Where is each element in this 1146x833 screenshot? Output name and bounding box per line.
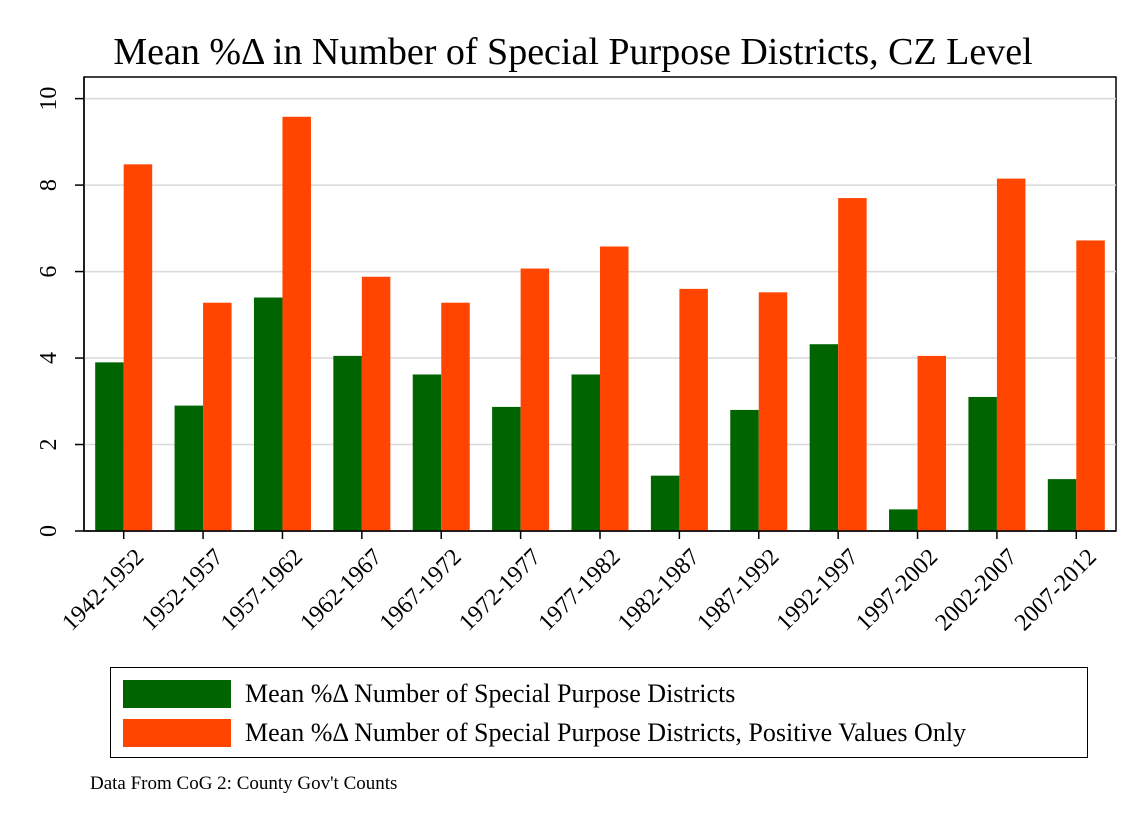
legend-item-series-1: Mean %Δ Number of Special Purpose Distri… bbox=[123, 679, 735, 709]
bar-series-2 bbox=[996, 178, 1026, 531]
legend-label-series-1: Mean %Δ Number of Special Purpose Distri… bbox=[245, 679, 736, 708]
bar-series-2 bbox=[520, 268, 550, 531]
bar-series-1 bbox=[333, 355, 362, 531]
bar-series-2 bbox=[1076, 240, 1105, 531]
bar-series-1 bbox=[809, 344, 839, 531]
y-tick-label: 10 bbox=[36, 87, 62, 111]
bar-series-1 bbox=[253, 297, 283, 531]
bar-series-1 bbox=[95, 362, 124, 531]
legend-swatch-series-2 bbox=[123, 719, 231, 747]
x-tick-label: 1942-1952 bbox=[57, 544, 149, 636]
legend-item-series-2: Mean %Δ Number of Special Purpose Distri… bbox=[123, 718, 966, 748]
bar-series-1 bbox=[968, 396, 997, 531]
y-tick-label: 6 bbox=[36, 266, 62, 278]
y-tick-label: 0 bbox=[36, 525, 62, 537]
bar-series-2 bbox=[441, 302, 470, 531]
bar-series-1 bbox=[412, 374, 442, 531]
x-tick-label: 1977-1982 bbox=[534, 544, 626, 636]
bar-series-2 bbox=[600, 246, 629, 531]
bar-series-1 bbox=[889, 509, 918, 531]
bar-series-2 bbox=[679, 288, 708, 531]
bar-series-2 bbox=[203, 302, 232, 531]
x-tick-label: 1972-1977 bbox=[454, 544, 546, 636]
bar-series-1 bbox=[1047, 479, 1077, 531]
bar-series-2 bbox=[917, 355, 947, 531]
source-note: Data From CoG 2: County Gov't Counts bbox=[90, 773, 398, 794]
x-tick-label: 1997-2002 bbox=[851, 544, 943, 636]
bar-series-1 bbox=[571, 374, 600, 531]
x-tick-label: 2007-2012 bbox=[1010, 544, 1102, 636]
x-tick-label: 1952-1957 bbox=[137, 544, 229, 636]
bar-series-1 bbox=[730, 409, 759, 531]
chart-title: Mean %Δ in Number of Special Purpose Dis… bbox=[113, 31, 1033, 73]
y-tick-label: 8 bbox=[36, 179, 62, 191]
legend: Mean %Δ Number of Special Purpose Distri… bbox=[110, 667, 1088, 758]
bar-series-2 bbox=[758, 292, 788, 531]
legend-label-series-2: Mean %Δ Number of Special Purpose Distri… bbox=[245, 718, 967, 747]
bar-series-1 bbox=[174, 405, 204, 531]
x-tick-label: 1987-1992 bbox=[692, 544, 784, 636]
y-tick-label: 2 bbox=[36, 439, 62, 451]
y-tick-label: 4 bbox=[36, 352, 62, 364]
bar-series-1 bbox=[492, 406, 521, 531]
bar-series-2 bbox=[282, 116, 311, 531]
bar-series-2 bbox=[838, 198, 867, 532]
x-tick-label: 1962-1967 bbox=[295, 544, 387, 636]
x-tick-label: 1957-1962 bbox=[216, 544, 308, 636]
x-tick-label: 1967-1972 bbox=[375, 544, 467, 636]
x-tick-label: 2002-2007 bbox=[931, 544, 1023, 636]
x-tick-label: 1992-1997 bbox=[772, 544, 864, 636]
bar-series-1 bbox=[650, 475, 680, 531]
bar-series-2 bbox=[123, 164, 153, 532]
legend-swatch-series-1 bbox=[123, 680, 231, 708]
bar-series-2 bbox=[361, 276, 391, 531]
x-tick-label: 1982-1987 bbox=[613, 544, 705, 636]
